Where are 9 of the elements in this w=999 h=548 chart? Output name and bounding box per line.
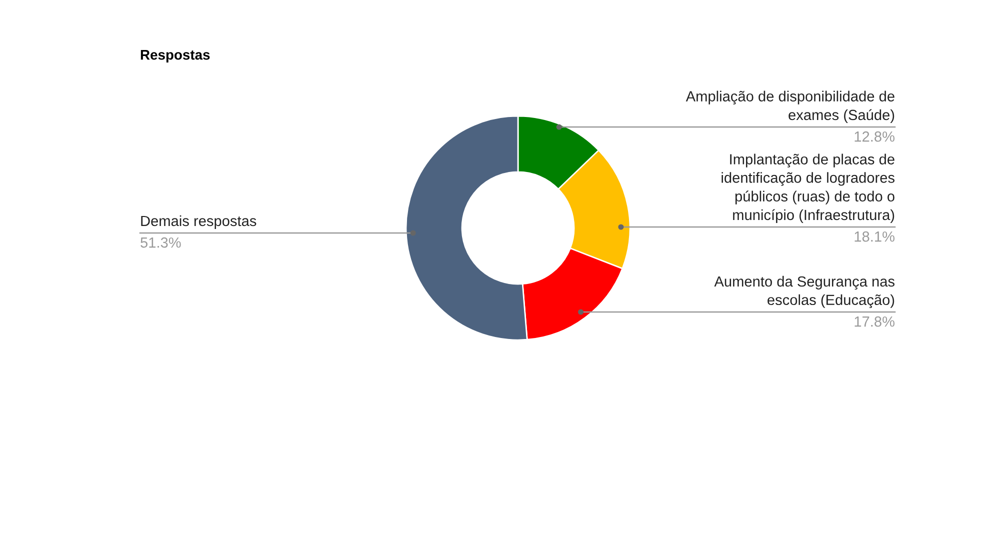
slice-label: Implantação de placas de identificação de logradores públicos (ruas) de todo o município (Infraestrutura)	[722, 154, 894, 223]
data-label: 17.8%	[854, 316, 894, 327]
chart-title: Respostas	[140, 50, 210, 62]
data-label: 18.1%	[854, 231, 894, 242]
data-label: 51.3%	[140, 237, 181, 248]
slice-label: Ampliação de disponibilidade de exames (Saúde)	[686, 90, 894, 123]
data-label: 12.8%	[854, 131, 894, 142]
slice-label: Aumento da Segurança nas escolas (Educação)	[714, 276, 894, 308]
slice-label: Demais respostas	[141, 215, 256, 229]
